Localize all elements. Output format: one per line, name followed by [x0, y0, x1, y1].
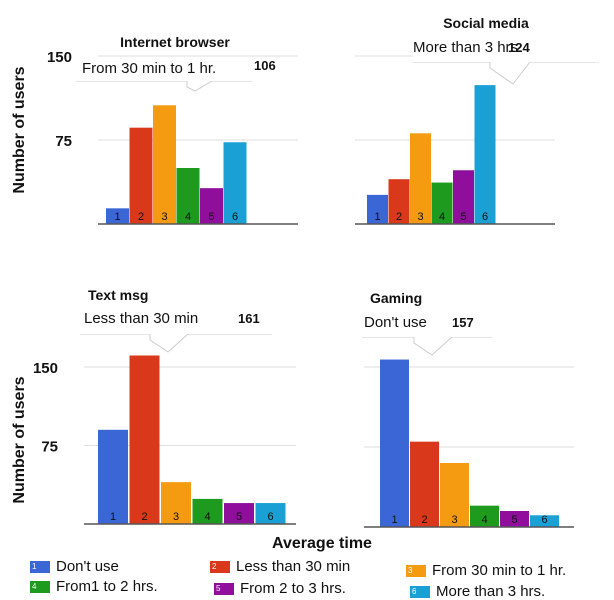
charts-figure: Number of users Number of users Average … — [11, 15, 599, 552]
bar — [380, 359, 409, 527]
callout-pointer — [80, 333, 272, 353]
callout-box — [362, 313, 492, 337]
bar-category-label: 5 — [208, 211, 214, 223]
legend-item: 1 Don't use — [30, 558, 119, 575]
bar-category-label: 3 — [173, 511, 179, 523]
bar — [129, 355, 160, 524]
callout-box — [413, 38, 599, 62]
legend-swatch: 1 — [30, 560, 50, 573]
bar — [388, 179, 410, 224]
bar — [367, 194, 388, 224]
legend-label: Don't use — [56, 558, 119, 575]
callout-pointer — [413, 61, 599, 85]
callout-text: More than 3 hrs. — [413, 39, 522, 56]
callout-text: From 30 min to 1 hr. — [82, 60, 216, 77]
bar — [500, 511, 529, 527]
chart-title: Social media — [443, 15, 529, 31]
bar-category-label: 2 — [141, 511, 147, 523]
callout-value: 124 — [508, 40, 530, 55]
bar-category-label: 1 — [114, 211, 120, 223]
legend-label: From 2 to 3 hrs. — [240, 580, 346, 597]
bar — [161, 482, 191, 524]
y-axis-label-top: Number of users — [11, 66, 28, 193]
chart-title: Text msg — [88, 287, 148, 303]
bar — [410, 441, 439, 527]
chart-panel-4: 1 2 3 4 5 6 Gaming Don't use 157 — [362, 290, 574, 528]
bar — [98, 429, 128, 524]
callout-value: 106 — [254, 58, 276, 73]
y-tick-label: 75 — [55, 133, 72, 150]
bar-category-label: 1 — [110, 511, 116, 523]
bar-category-label: 2 — [421, 514, 427, 526]
legend-item: 4 From1 to 2 hrs. — [30, 578, 158, 595]
bar-category-label: 2 — [396, 211, 402, 223]
bar-category-label: 4 — [439, 211, 445, 223]
legend-swatch: 5 — [214, 582, 234, 595]
chart-title: Internet browser — [120, 34, 230, 50]
legend-item: 5 From 2 to 3 hrs. — [214, 580, 346, 597]
bar-category-label: 4 — [204, 511, 210, 523]
legend-label: From 30 min to 1 hr. — [432, 562, 567, 579]
bar-category-label: 5 — [236, 511, 242, 523]
callout-box — [80, 308, 272, 334]
bar-category-label: 5 — [460, 211, 466, 223]
bar-category-label: 3 — [417, 211, 423, 223]
legend-label: Less than 30 min — [236, 558, 351, 575]
bar-category-label: 1 — [374, 211, 380, 223]
bar — [129, 127, 153, 224]
callout-text: Less than 30 min — [84, 310, 198, 327]
bar-category-label: 6 — [541, 514, 547, 526]
bar — [106, 208, 129, 224]
callout-pointer — [362, 336, 492, 356]
bar — [224, 503, 254, 524]
legend-label: From1 to 2 hrs. — [56, 578, 158, 595]
legend: 1 Don't use 2 Less than 30 min 3 From 30 min … — [0, 556, 614, 600]
legend-label: More than 3 hrs. — [436, 583, 546, 600]
bar — [176, 168, 200, 224]
bar — [453, 170, 474, 224]
bar-category-label: 6 — [232, 211, 238, 223]
callout-value: 157 — [452, 315, 474, 330]
legend-item: 3 From 30 min to 1 hr. — [406, 562, 566, 579]
legend-item: 2 Less than 30 min — [210, 558, 350, 575]
bar-category-label: 4 — [481, 514, 487, 526]
chart-panel-1: 150 75 1 2 3 4 5 6 Internet browser From 30 min t… — [47, 34, 298, 225]
legend-item: 6 More than 3 hrs. — [410, 583, 545, 600]
bar — [200, 188, 223, 224]
bar — [192, 498, 223, 524]
y-tick-label: 75 — [41, 439, 58, 456]
chart-panel-3: 150 75 1 2 3 4 5 6 Text msg Less than 30 min 161 — [33, 287, 296, 525]
bar-category-label: 5 — [511, 514, 517, 526]
legend-swatch: 3 — [406, 564, 426, 577]
bar — [255, 503, 286, 524]
y-tick-label: 150 — [33, 360, 58, 377]
bar — [223, 142, 247, 224]
bar-category-label: 2 — [138, 211, 144, 223]
legend-swatch: 4 — [30, 580, 50, 593]
legend-swatch: 6 — [410, 585, 430, 598]
bar-category-label: 6 — [482, 211, 488, 223]
bar-category-label: 3 — [451, 514, 457, 526]
x-axis-label: Average time — [272, 535, 372, 552]
bar-category-label: 4 — [185, 211, 191, 223]
bar — [440, 463, 469, 527]
y-axis-label-bottom: Number of users — [11, 376, 28, 503]
bar-category-label: 3 — [161, 211, 167, 223]
legend-swatch: 2 — [210, 560, 230, 573]
callout-text: Don't use — [364, 314, 427, 331]
y-tick-label: 150 — [47, 49, 72, 66]
callout-box — [76, 57, 252, 81]
bar-category-label: 6 — [267, 511, 273, 523]
chart-title: Gaming — [370, 290, 422, 306]
chart-panel-2: 1 2 3 4 5 6 Social media More than 3 hrs.124 — [355, 15, 599, 225]
bar — [470, 505, 499, 527]
bar — [530, 515, 559, 527]
bar — [474, 85, 496, 225]
callout-value: 161 — [238, 311, 260, 326]
bar — [153, 105, 176, 224]
bar — [410, 133, 431, 224]
bar — [431, 182, 453, 224]
callout-pointer — [76, 80, 252, 92]
bar-category-label: 1 — [391, 514, 397, 526]
